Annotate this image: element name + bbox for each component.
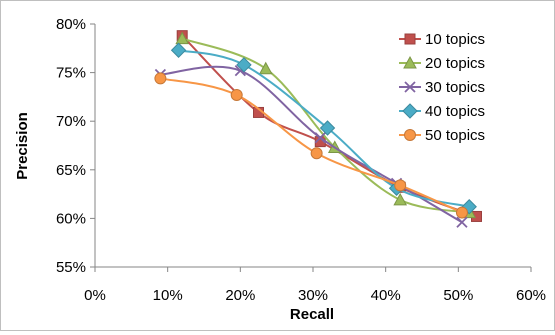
- x-tick-label: 50%: [443, 287, 473, 304]
- x-tick-label: 0%: [84, 287, 106, 304]
- data-point: [154, 72, 167, 85]
- x-tick-label: 10%: [153, 287, 183, 304]
- series-line: [160, 65, 463, 224]
- data-point: [319, 120, 336, 136]
- series-5: [154, 72, 468, 219]
- series-layer: [154, 30, 482, 228]
- legend-label: 10 topics: [425, 31, 485, 48]
- legend-item-4: 40 topics: [399, 103, 485, 120]
- legend-item-2: 20 topics: [399, 55, 485, 72]
- data-point: [170, 42, 187, 58]
- legend-label: 40 topics: [425, 103, 485, 120]
- y-tick-label: 55%: [56, 259, 86, 276]
- data-point: [455, 206, 468, 219]
- legend-label: 30 topics: [425, 79, 485, 96]
- data-point: [175, 31, 190, 45]
- legend-item-1: 10 topics: [399, 31, 485, 48]
- y-tick-label: 60%: [56, 210, 86, 227]
- data-point: [230, 88, 243, 101]
- legend: 10 topics 20 topics 30 topics 40 topics 50 t…: [399, 31, 485, 144]
- legend-marker: [404, 33, 416, 45]
- y-tick-label: 80%: [56, 16, 86, 33]
- y-tick-label: 75%: [56, 65, 86, 82]
- data-point: [236, 57, 252, 73]
- x-tick-label: 40%: [371, 287, 401, 304]
- legend-marker: [402, 103, 418, 119]
- y-tick-label: 65%: [56, 162, 86, 179]
- data-point: [314, 132, 326, 144]
- y-axis-title: Precision: [14, 112, 31, 180]
- x-axis-title: Recall: [290, 306, 334, 323]
- data-point: [310, 147, 323, 160]
- precision-recall-chart: 55% 60% 65% 70% 75% 80% 0% 10% 20% 30% 40% 50% 60% 1…: [14, 16, 546, 323]
- series-line: [160, 77, 463, 214]
- legend-item-3: 30 topics: [399, 79, 485, 96]
- data-point: [393, 192, 408, 206]
- axes: 55% 60% 65% 70% 75% 80% 0% 10% 20% 30% 40% 50% 60%: [56, 16, 546, 304]
- x-tick-label: 20%: [225, 287, 255, 304]
- data-point: [456, 216, 468, 228]
- legend-item-5: 50 topics: [399, 127, 485, 144]
- legend-marker: [403, 55, 417, 69]
- data-point: [258, 61, 273, 75]
- series-3: [154, 65, 468, 228]
- x-tick-label: 60%: [516, 287, 546, 304]
- data-point: [394, 179, 407, 192]
- legend-marker: [404, 129, 416, 141]
- legend-label: 50 topics: [425, 127, 485, 144]
- legend-label: 20 topics: [425, 55, 485, 72]
- y-tick-label: 70%: [56, 113, 86, 130]
- x-tick-label: 30%: [298, 287, 328, 304]
- legend-marker: [404, 81, 416, 93]
